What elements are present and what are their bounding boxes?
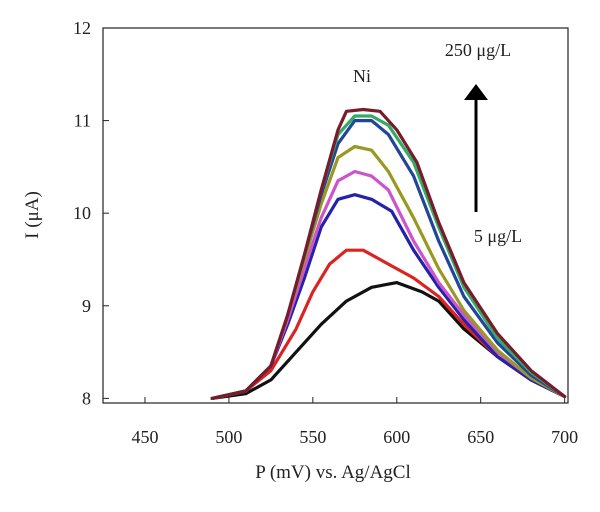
y-tick-label: 12 <box>73 18 91 38</box>
series-line-2 <box>210 248 567 400</box>
x-axis-ticks: 450 500 550 600 650 700 <box>131 397 578 447</box>
bottom-concentration-label: 5 μg/L <box>474 226 522 246</box>
x-tick-label: 500 <box>215 427 242 447</box>
y-tick-label: 9 <box>82 296 91 316</box>
y-axis-title: I (μA) <box>22 191 43 239</box>
x-axis-title: P (mV) vs. Ag/AgCl <box>255 462 411 483</box>
increase-arrow <box>464 84 488 212</box>
x-tick-label: 600 <box>383 427 410 447</box>
x-tick-label: 650 <box>467 427 494 447</box>
series-line-1 <box>210 281 567 400</box>
series-lines <box>210 107 567 400</box>
x-tick-label: 450 <box>131 427 158 447</box>
plot-border <box>102 27 569 404</box>
x-tick-label: 700 <box>551 427 578 447</box>
peak-label-ni: Ni <box>353 66 371 86</box>
top-concentration-label: 250 μg/L <box>445 40 511 60</box>
arrow-head <box>464 84 488 100</box>
series-line-8 <box>210 107 567 400</box>
x-tick-label: 550 <box>299 427 326 447</box>
plot-frame <box>102 27 569 404</box>
series-line-5 <box>210 144 567 400</box>
y-tick-label: 8 <box>82 388 91 408</box>
y-tick-label: 11 <box>74 111 91 131</box>
y-tick-label: 10 <box>73 203 91 223</box>
y-axis-ticks: 8 9 10 11 12 <box>73 18 109 408</box>
series-line-6 <box>210 119 567 400</box>
